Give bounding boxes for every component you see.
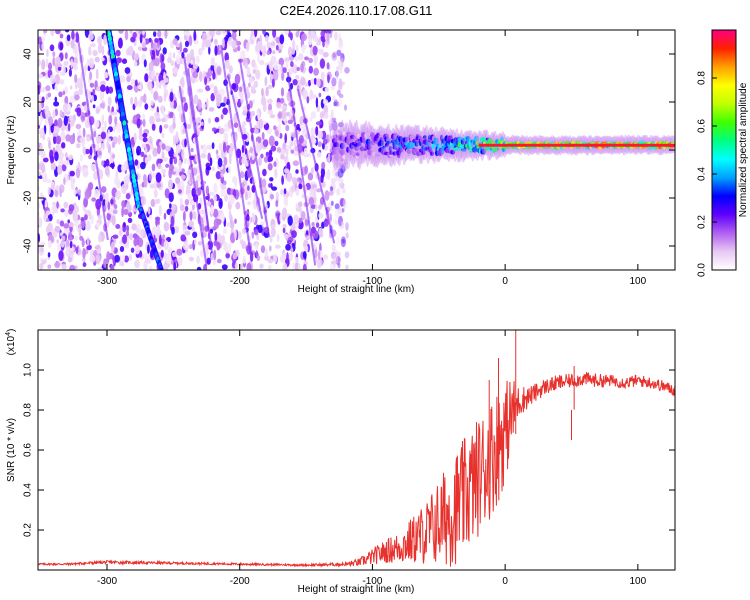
snr-y-tick-label: 0.8	[23, 403, 34, 417]
snr-y-tick-label: 0.6	[23, 443, 34, 457]
spectrogram-y-tick-label: 0	[23, 147, 34, 153]
spectrogram-x-tick-label: -100	[362, 276, 382, 287]
colorbar-frame	[711, 29, 737, 271]
noise-streak	[219, 44, 252, 255]
snr-x-tick-label: 0	[502, 576, 508, 587]
spectrogram-x-label: Height of straight line (km)	[298, 284, 415, 295]
spectrogram-x-tick-label: -200	[230, 276, 250, 287]
spectrogram-y-tick-label: 20	[23, 96, 34, 108]
snr-y-tick-label: 1.0	[23, 363, 34, 377]
colorbar: 0.0 0.2 0.4 0.6 0.8 Normalized spectral ampl…	[697, 29, 749, 277]
colorbar-tick-label: 0.6	[697, 119, 708, 133]
spectrogram-y-tick-label: 40	[23, 48, 34, 60]
noise-streak	[238, 59, 271, 238]
colorbar-label: Normalized spectral amplitude	[738, 82, 749, 217]
colorbar-tick-label: 0.4	[697, 167, 708, 181]
colorbar-gradient	[712, 30, 736, 270]
spectrogram-noise-field	[38, 30, 350, 270]
spectrogram-y-label: Frequency (Hz)	[6, 116, 17, 185]
snr-y-multiplier: (x104)	[5, 329, 17, 356]
noise-streak	[226, 75, 264, 220]
noise-streak	[178, 85, 208, 266]
spectrogram-y-tick-label: -40	[23, 238, 34, 253]
snr-y-label: SNR (10 * v/v)	[6, 418, 17, 482]
snr-series-line	[38, 372, 675, 568]
snr-x-tick-label: -200	[230, 576, 250, 587]
spectrogram-x-tick-label: 0	[502, 276, 508, 287]
colorbar-tick-label: 0.0	[697, 263, 708, 277]
noise-streak	[76, 31, 109, 241]
spectrogram-signal-band	[329, 118, 675, 173]
snr-panel: -300 -200 -100 0 100 0.2 0.4 0.6 0.8 1.0 Height …	[5, 329, 676, 595]
chart-title: C2E4.2026.110.17.08.G11	[280, 3, 433, 18]
colorbar-tick-label: 0.8	[697, 71, 708, 85]
snr-frame	[37, 329, 676, 571]
spectrogram-x-tick-label: 100	[629, 276, 646, 287]
noise-streak	[183, 56, 214, 254]
snr-y-tick-label: 0.4	[23, 483, 34, 497]
snr-x-tick-label: -100	[362, 576, 382, 587]
snr-x-tick-label: -300	[97, 576, 117, 587]
spectrogram-streak-a	[105, 30, 142, 211]
spectrogram-y-tick-label: -20	[23, 190, 34, 205]
snr-x-label: Height of straight line (km)	[298, 584, 415, 595]
snr-y-tick-label: 0.2	[23, 523, 34, 537]
colorbar-tick-label: 0.2	[697, 215, 708, 229]
noise-streak	[286, 71, 317, 266]
spectrogram-streak-a-lower	[137, 205, 164, 270]
spectrogram-x-tick-label: -300	[97, 276, 117, 287]
snr-x-tick-label: 100	[629, 576, 646, 587]
noise-streak	[296, 88, 336, 244]
